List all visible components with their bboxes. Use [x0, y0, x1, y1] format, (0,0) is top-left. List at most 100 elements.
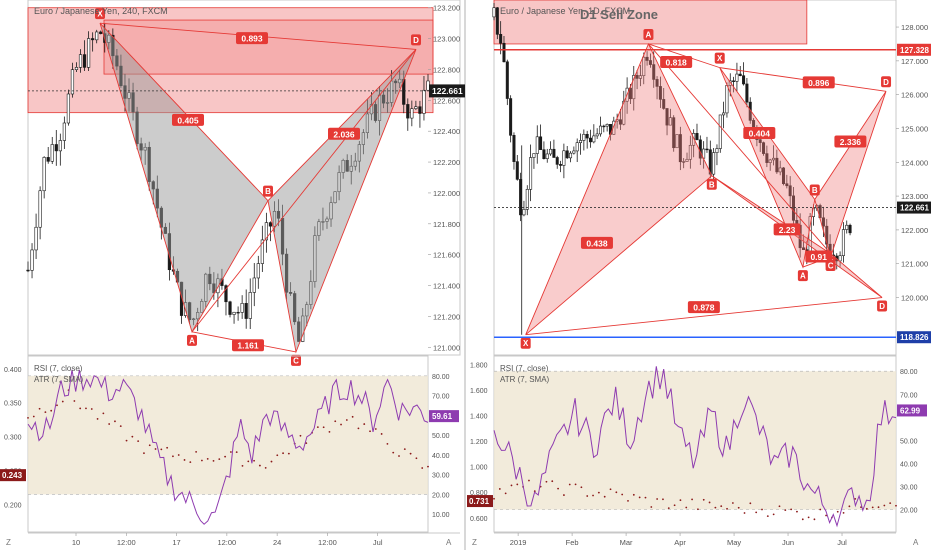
right-price-chart: XABCDXABCD0.8180.8960.4042.3360.4382.230… [492, 0, 931, 356]
right-candle [522, 200, 526, 217]
atr-dot [848, 505, 851, 508]
atr-dot [374, 428, 377, 430]
right-candle [555, 155, 559, 169]
atr-dot [340, 423, 342, 426]
atr-dot [177, 454, 180, 456]
right-pattern-line [648, 43, 720, 69]
atr-dot [632, 493, 635, 496]
right-ratio-label: 0.404 [743, 127, 776, 140]
right-candle [668, 108, 672, 126]
right-candle [542, 141, 546, 160]
right-candle [845, 220, 849, 234]
left-y-tick: 121.400 [433, 282, 460, 291]
right-candle [788, 176, 792, 208]
right-candle [535, 125, 539, 164]
atr-dot [603, 495, 606, 498]
atr-dot [609, 488, 612, 491]
atr-dot [90, 408, 93, 410]
right-ratio-label: 0.818 [660, 56, 693, 69]
right-candle [658, 76, 662, 108]
atr-dot [166, 446, 169, 449]
right-atr-axis: 1.800 1.600 1.400 1.200 1.000 0.800 0.600 [470, 363, 488, 523]
atr-dot [276, 454, 279, 457]
left-atr-value: 0.243 [2, 471, 23, 480]
atr-dot [755, 511, 758, 514]
atr-dot [766, 515, 769, 518]
right-candle [662, 88, 666, 110]
atr-dot [287, 452, 290, 455]
left-candle [66, 89, 71, 126]
atr-dot [270, 460, 273, 463]
atr-dot [638, 496, 641, 499]
right-candle [549, 141, 553, 156]
rsi-tick: 80.00 [900, 369, 918, 376]
rsi-tick: 20.00 [432, 492, 450, 499]
atr-tick: 1.600 [470, 388, 488, 395]
atr-dot [299, 434, 302, 437]
right-y-tick: 125.000 [901, 124, 928, 133]
atr-dot [119, 425, 122, 428]
svg-text:B: B [265, 187, 271, 196]
atr-dot [784, 509, 787, 512]
right-y-tick: 128.000 [901, 23, 928, 32]
right-candle [692, 129, 696, 158]
atr-dot [189, 461, 192, 464]
right-candle [648, 53, 652, 68]
left-candle [87, 31, 91, 72]
right-candle [562, 143, 566, 179]
x-tick: 12:00 [117, 538, 136, 547]
right-atr-badge: 0.731 [467, 495, 493, 508]
atr-dot [108, 423, 111, 425]
left-candle [422, 75, 426, 121]
right-candle [772, 145, 776, 166]
left-candle [252, 263, 256, 307]
atr-tick: 0.800 [470, 490, 488, 497]
right-zoom-icon[interactable]: Z [472, 538, 477, 547]
svg-text:0.878: 0.878 [693, 303, 715, 313]
rsi-tick: 70.00 [900, 392, 918, 399]
atr-dot [258, 464, 261, 467]
atr-dot [819, 508, 822, 511]
atr-dot [421, 467, 424, 469]
right-candle [715, 144, 719, 166]
svg-text:0.896: 0.896 [808, 78, 830, 88]
left-candle [62, 116, 66, 149]
left-ratio-label: 0.893 [236, 32, 268, 45]
x-tick: Jun [782, 538, 794, 547]
atr-dot [322, 426, 325, 429]
right-candle [765, 145, 769, 168]
left-y-tick: 122.800 [433, 65, 460, 74]
atr-dot [726, 507, 728, 510]
left-candle [260, 225, 264, 272]
atr-dot [131, 435, 134, 438]
support-badge: 118.826 [897, 331, 931, 344]
atr-tick: 1.000 [470, 465, 488, 472]
atr-dot [662, 498, 664, 501]
atr-dot [877, 506, 880, 509]
right-last-price-badge: 122.661 [897, 201, 931, 214]
right-candle [678, 126, 682, 171]
atr-dot [61, 400, 64, 403]
left-zoom-icon[interactable]: Z [6, 538, 11, 547]
svg-text:2.336: 2.336 [840, 137, 862, 147]
atr-dot [50, 409, 53, 412]
atr-dot [114, 420, 116, 423]
atr-dot [224, 455, 227, 458]
left-rsi-value: 59.61 [432, 412, 453, 421]
left-auto-scale-icon[interactable]: A [446, 538, 452, 547]
svg-text:A: A [189, 336, 195, 345]
atr-dot [247, 460, 250, 463]
atr-dot [731, 502, 734, 504]
left-candle [268, 221, 273, 242]
left-candle [244, 289, 248, 329]
atr-tick: 0.200 [4, 502, 22, 509]
right-auto-scale-icon[interactable]: A [913, 538, 919, 547]
atr-dot [38, 407, 41, 410]
left-candle [99, 30, 103, 35]
right-candle [712, 148, 716, 180]
x-tick: Mar [620, 538, 633, 547]
atr-dot [737, 506, 740, 509]
right-candle [575, 138, 579, 162]
left-y-tick: 121.600 [433, 251, 460, 260]
svg-text:D: D [413, 36, 419, 45]
